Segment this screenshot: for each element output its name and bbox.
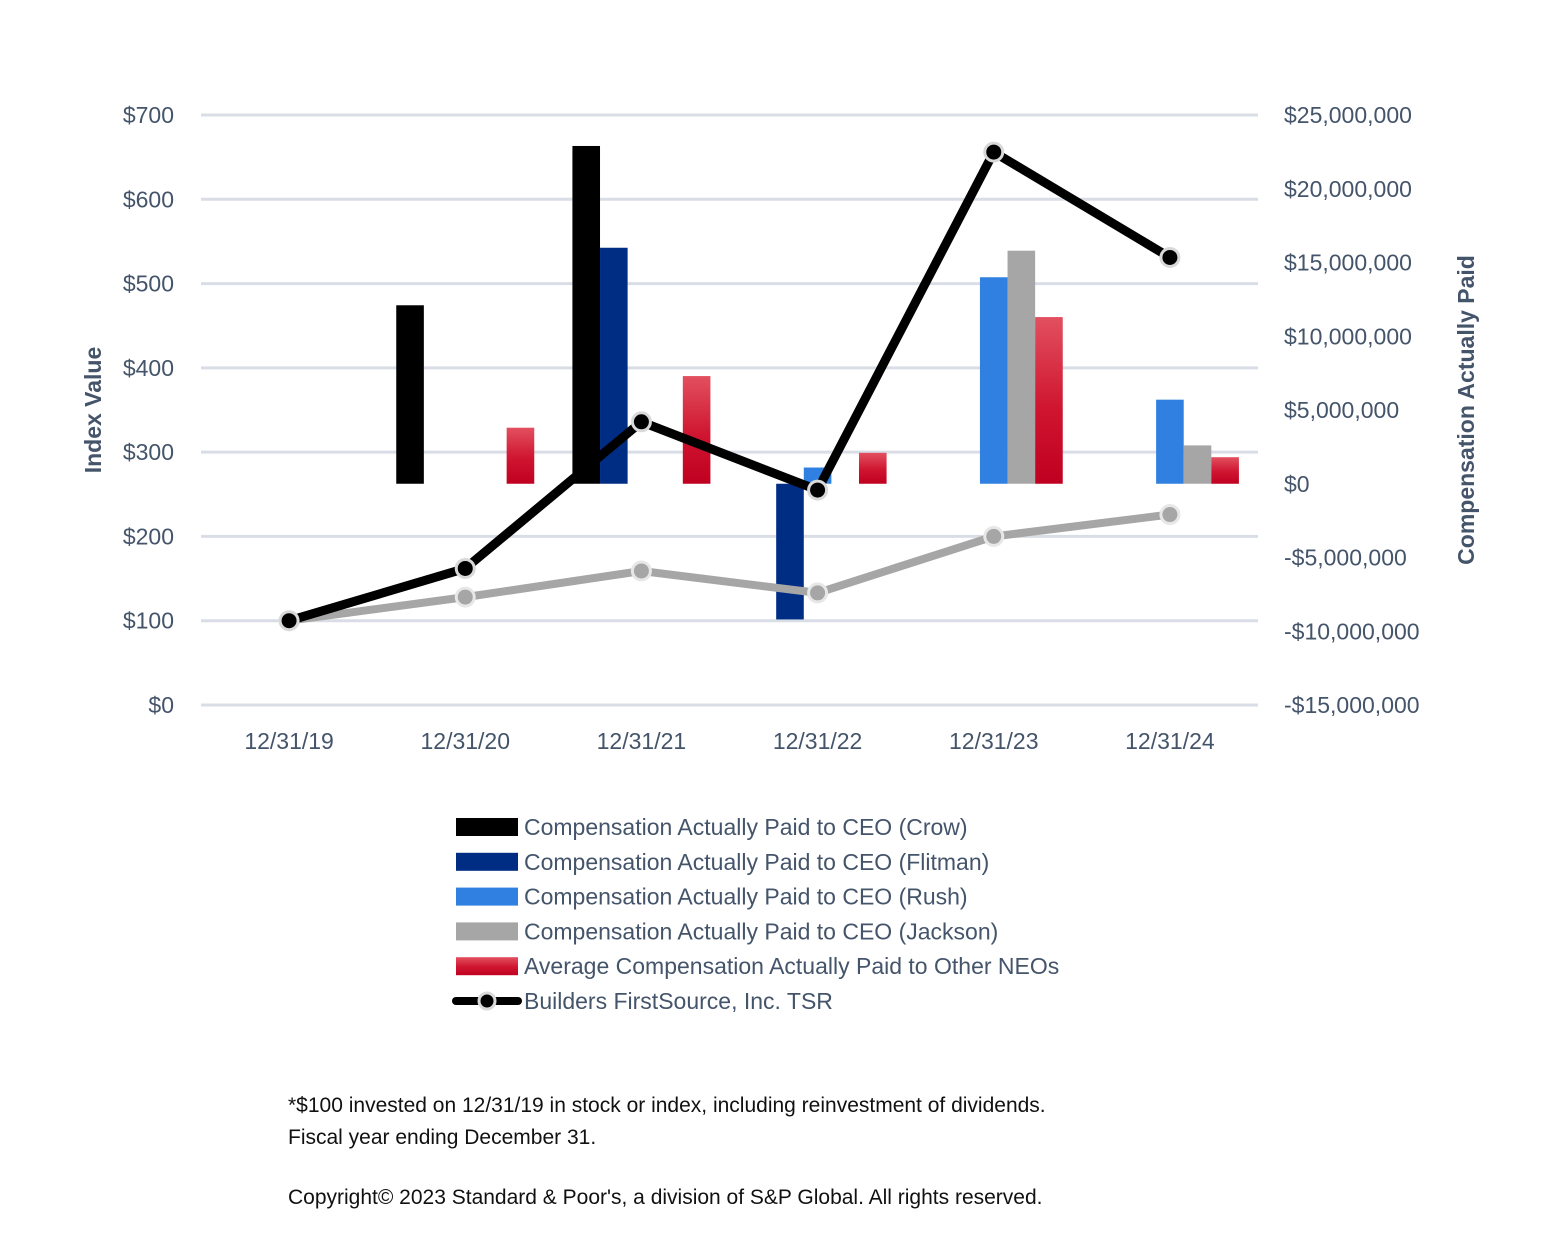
- bar-compensation-actually-paid-to-ceo-jackson: [1183, 445, 1212, 484]
- right-tick-label: $5,000,000: [1284, 397, 1399, 423]
- x-tick-label: 12/31/20: [420, 728, 510, 754]
- peer-point: [630, 560, 652, 582]
- right-tick-label: $15,000,000: [1284, 250, 1412, 276]
- legend-label: Compensation Actually Paid to CEO (Rush): [524, 884, 968, 910]
- legend-swatch-compensation-actually-paid-to-ceo-flitman: [456, 852, 518, 871]
- legend-swatch-marker: [477, 991, 497, 1011]
- bars: [396, 145, 1239, 620]
- footnote-fiscal-year: Fiscal year ending December 31.: [288, 1126, 597, 1149]
- bar-average-compensation-actually-paid-to-other-neos: [858, 452, 887, 484]
- tsr-point: [454, 557, 476, 579]
- right-axis-ticks: -$15,000,000 -$10,000,000 -$5,000,000 $0 $5,…: [1284, 102, 1420, 718]
- left-tick-label: $600: [123, 186, 174, 212]
- left-tick-label: $500: [123, 271, 174, 297]
- bar-compensation-actually-paid-to-ceo-flitman: [776, 483, 804, 620]
- bar-compensation-actually-paid-to-ceo-rush: [979, 277, 1008, 484]
- lines: [278, 141, 1181, 632]
- bar-compensation-actually-paid-to-ceo-crow: [572, 145, 601, 484]
- peer-point: [807, 582, 829, 604]
- x-tick-label: 12/31/21: [597, 728, 687, 754]
- left-axis-label: Index Value: [80, 347, 106, 474]
- bar-compensation-actually-paid-to-ceo-crow: [396, 305, 424, 484]
- legend-label: Average Compensation Actually Paid to Ot…: [524, 953, 1059, 979]
- left-tick-label: $200: [123, 523, 174, 549]
- x-tick-label: 12/31/23: [949, 728, 1039, 754]
- bar-average-compensation-actually-paid-to-other-neos: [506, 427, 535, 484]
- right-tick-label: $20,000,000: [1284, 176, 1412, 202]
- right-tick-label: $10,000,000: [1284, 323, 1412, 349]
- x-tick-label: 12/31/22: [773, 728, 863, 754]
- line-builders-firstsource-inc-tsr: [284, 147, 1175, 626]
- tsr-point: [807, 479, 829, 501]
- legend: Compensation Actually Paid to CEO (Crow)…: [452, 814, 1059, 1014]
- right-tick-label: $25,000,000: [1284, 102, 1412, 128]
- right-tick-label: -$5,000,000: [1284, 545, 1407, 571]
- peer-point: [1159, 504, 1181, 526]
- x-tick-label: 12/31/19: [244, 728, 334, 754]
- legend-label: Compensation Actually Paid to CEO (Crow): [524, 814, 968, 840]
- x-tick-label: 12/31/24: [1125, 728, 1215, 754]
- left-tick-label: $700: [123, 102, 174, 128]
- footnote-copyright: Copyright© 2023 Standard & Poor's, a div…: [288, 1186, 1043, 1209]
- left-tick-label: $400: [123, 355, 174, 381]
- legend-swatch-compensation-actually-paid-to-ceo-rush: [456, 887, 518, 906]
- gridlines: [201, 113, 1258, 707]
- legend-swatch-compensation-actually-paid-to-ceo-jackson: [456, 922, 518, 941]
- left-tick-label: $100: [123, 608, 174, 634]
- right-tick-label: -$10,000,000: [1284, 618, 1420, 644]
- legend-label: Compensation Actually Paid to CEO (Flitm…: [524, 849, 989, 875]
- left-tick-label: $0: [148, 692, 174, 718]
- right-axis-label: Compensation Actually Paid: [1453, 255, 1479, 565]
- line-peer-index-tsr: [285, 510, 1174, 625]
- tsr-point: [630, 411, 652, 433]
- peer-point: [454, 586, 476, 608]
- tsr-point: [278, 610, 300, 632]
- bar-average-compensation-actually-paid-to-other-neos: [682, 376, 711, 484]
- legend-swatch-average-compensation-actually-paid-to-other-neos: [456, 957, 518, 976]
- bar-average-compensation-actually-paid-to-other-neos: [1211, 457, 1239, 484]
- peer-point: [983, 525, 1005, 547]
- left-tick-label: $300: [123, 439, 174, 465]
- tsr-point: [983, 141, 1005, 163]
- x-axis-ticks: 12/31/19 12/31/20 12/31/21 12/31/22 12/31/23…: [244, 728, 1215, 754]
- tsr-point: [1159, 246, 1181, 268]
- legend-label: Builders FirstSource, Inc. TSR: [524, 988, 833, 1014]
- legend-label: Compensation Actually Paid to CEO (Jacks…: [524, 918, 998, 944]
- right-tick-label: -$15,000,000: [1284, 692, 1420, 718]
- bar-compensation-actually-paid-to-ceo-jackson: [1007, 250, 1036, 484]
- bar-average-compensation-actually-paid-to-other-neos: [1035, 317, 1063, 484]
- footnote-investment: *$100 invested on 12/31/19 in stock or i…: [288, 1094, 1046, 1117]
- bar-compensation-actually-paid-to-ceo-rush: [1156, 399, 1184, 484]
- left-axis-ticks: $0 $100 $200 $300 $400 $500 $600 $700: [123, 102, 174, 718]
- right-tick-label: $0: [1284, 471, 1310, 497]
- legend-swatch-compensation-actually-paid-to-ceo-crow: [456, 818, 518, 836]
